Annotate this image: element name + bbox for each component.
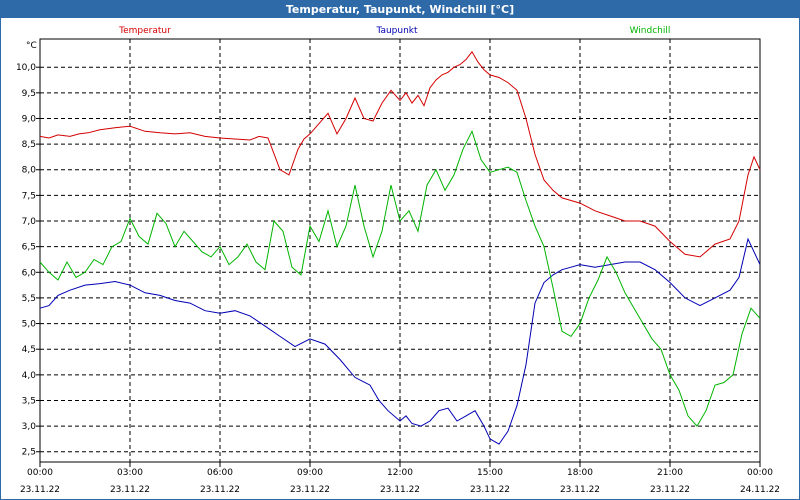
x-tick-time-label: 06:00 xyxy=(207,468,233,478)
y-tick-label: 4,0 xyxy=(22,371,37,381)
x-tick-time-label: 21:00 xyxy=(657,468,683,478)
y-tick-label: 6,5 xyxy=(22,243,36,253)
legend-entry-taupunkt: Taupunkt xyxy=(375,26,418,36)
series-line-temperatur xyxy=(39,50,761,258)
x-axis: 00:00 23.11.22 03:00 23.11.22 06:00 23.11.22 0… xyxy=(20,462,780,495)
y-tick-label: 9,5 xyxy=(22,89,36,99)
series-line-windchill xyxy=(39,129,761,427)
y-tick-label: 5,0 xyxy=(22,320,37,330)
y-tick-label: 3,0 xyxy=(22,422,37,432)
x-tick-date-label: 24.11.22 xyxy=(740,485,780,495)
x-tick-date-label: 23.11.22 xyxy=(650,485,690,495)
y-tick-label: 6,0 xyxy=(22,268,37,278)
y-tick-label: 8,5 xyxy=(22,140,36,150)
y-tick-label: 9,0 xyxy=(22,114,37,124)
series-layer xyxy=(39,50,761,445)
y-tick-label: 8,0 xyxy=(22,166,37,176)
x-tick-date-label: 23.11.22 xyxy=(290,485,330,495)
x-tick-time-label: 00:00 xyxy=(747,468,773,478)
x-tick-date-label: 23.11.22 xyxy=(200,485,240,495)
series-line-taupunkt xyxy=(39,237,761,445)
legend-entry-temperatur: Temperatur xyxy=(118,26,171,36)
y-axis: 2,5 3,0 3,5 4,0 4,5 5,0 5,5 6,0 6,5 7,0 7,5 8,0 8,5 9… xyxy=(16,63,40,458)
x-tick-time-label: 18:00 xyxy=(567,468,593,478)
x-tick-date-label: 23.11.22 xyxy=(110,485,150,495)
y-tick-label: 7,5 xyxy=(22,191,36,201)
x-tick-date-label: 23.11.22 xyxy=(560,485,600,495)
y-tick-label: 2,5 xyxy=(22,448,36,458)
x-tick-time-label: 00:00 xyxy=(27,468,53,478)
x-tick-time-label: 09:00 xyxy=(297,468,323,478)
y-tick-label: 5,5 xyxy=(22,294,36,304)
x-tick-date-label: 23.11.22 xyxy=(470,485,510,495)
y-tick-label: 4,5 xyxy=(22,345,36,355)
y-tick-label: 7,0 xyxy=(22,217,37,227)
chart-title: Temperatur, Taupunkt, Windchill [°C] xyxy=(1,1,799,18)
legend-entry-windchill: Windchill xyxy=(630,26,671,36)
y-tick-label: 10,0 xyxy=(16,63,36,73)
grid-lines xyxy=(40,39,760,462)
y-axis-label: °C xyxy=(26,41,37,51)
y-tick-label: 3,5 xyxy=(22,396,36,406)
x-tick-time-label: 15:00 xyxy=(477,468,503,478)
x-tick-time-label: 12:00 xyxy=(387,468,413,478)
x-tick-date-label: 23.11.22 xyxy=(20,485,60,495)
x-tick-time-label: 03:00 xyxy=(117,468,143,478)
legend: Temperatur Taupunkt Windchill xyxy=(118,26,670,36)
x-tick-date-label: 23.11.22 xyxy=(380,485,420,495)
